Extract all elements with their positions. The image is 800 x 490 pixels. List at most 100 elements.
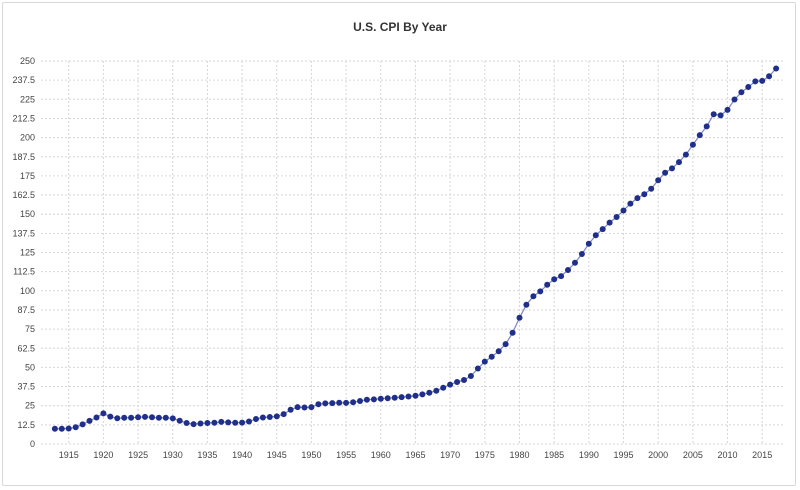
data-point[interactable] [294, 404, 301, 411]
data-point[interactable] [239, 419, 246, 426]
data-point[interactable] [752, 78, 759, 85]
data-point[interactable] [731, 96, 738, 103]
data-point[interactable] [107, 413, 114, 420]
data-point[interactable] [405, 393, 412, 400]
data-point[interactable] [537, 288, 544, 295]
data-point[interactable] [620, 207, 627, 214]
data-point[interactable] [315, 401, 322, 408]
data-point[interactable] [350, 399, 357, 406]
data-point[interactable] [246, 418, 252, 425]
data-point[interactable] [149, 414, 155, 421]
data-point[interactable] [253, 416, 259, 422]
data-point[interactable] [343, 399, 350, 406]
data-point[interactable] [558, 273, 565, 280]
data-point[interactable] [329, 400, 336, 407]
data-point[interactable] [370, 396, 377, 403]
data-point[interactable] [613, 214, 620, 220]
data-point[interactable] [481, 358, 488, 365]
data-point[interactable] [474, 365, 481, 372]
data-point[interactable] [162, 414, 169, 421]
data-point[interactable] [655, 177, 662, 184]
data-point[interactable] [301, 404, 308, 411]
data-point[interactable] [682, 151, 689, 158]
data-point[interactable] [634, 195, 641, 202]
data-point[interactable] [51, 425, 58, 432]
data-point[interactable] [627, 200, 634, 207]
data-point[interactable] [142, 413, 148, 420]
data-point[interactable] [717, 112, 724, 119]
data-point[interactable] [86, 417, 93, 424]
data-point[interactable] [322, 400, 329, 407]
data-point[interactable] [599, 226, 606, 233]
data-point[interactable] [578, 251, 585, 257]
data-point[interactable] [79, 421, 86, 428]
data-point[interactable] [65, 425, 72, 432]
data-point[interactable] [745, 84, 752, 90]
data-point[interactable] [426, 389, 433, 396]
data-point[interactable] [225, 419, 232, 426]
data-point[interactable] [502, 341, 509, 348]
data-point[interactable] [689, 141, 696, 148]
data-point[interactable] [419, 391, 426, 398]
data-point[interactable] [357, 398, 363, 404]
data-point[interactable] [363, 396, 370, 403]
data-point[interactable] [190, 421, 197, 428]
data-point[interactable] [641, 191, 648, 198]
data-point[interactable] [530, 293, 537, 300]
data-point[interactable] [377, 395, 384, 402]
data-point[interactable] [676, 159, 682, 166]
data-point[interactable] [495, 348, 502, 355]
data-point[interactable] [280, 411, 287, 418]
data-point[interactable] [218, 418, 225, 425]
data-point[interactable] [121, 414, 128, 421]
data-point[interactable] [72, 424, 79, 431]
data-point[interactable] [648, 185, 655, 192]
data-point[interactable] [197, 420, 204, 427]
data-point[interactable] [592, 232, 599, 239]
data-point[interactable] [710, 111, 717, 118]
data-point[interactable] [703, 123, 710, 130]
data-point[interactable] [384, 395, 391, 402]
data-point[interactable] [724, 106, 731, 113]
data-point[interactable] [336, 399, 343, 406]
data-point[interactable] [259, 414, 266, 421]
data-point[interactable] [93, 414, 100, 421]
data-point[interactable] [183, 420, 190, 426]
data-point[interactable] [766, 73, 773, 80]
data-point[interactable] [155, 414, 162, 421]
data-point[interactable] [523, 301, 530, 308]
data-point[interactable] [211, 419, 218, 426]
data-point[interactable] [509, 329, 516, 336]
data-point[interactable] [565, 267, 571, 273]
data-point[interactable] [516, 314, 523, 321]
data-point[interactable] [232, 419, 239, 426]
data-point[interactable] [488, 353, 495, 360]
data-point[interactable] [572, 259, 578, 266]
data-point[interactable] [169, 415, 176, 422]
data-point[interactable] [100, 410, 107, 417]
data-point[interactable] [135, 414, 142, 421]
data-point[interactable] [176, 417, 183, 424]
data-point[interactable] [662, 169, 669, 176]
data-point[interactable] [551, 276, 558, 283]
data-point[interactable] [669, 165, 675, 172]
data-point[interactable] [391, 394, 398, 401]
data-point[interactable] [204, 420, 211, 426]
data-point[interactable] [440, 384, 447, 391]
data-point[interactable] [433, 387, 440, 394]
data-point[interactable] [544, 281, 551, 288]
data-point[interactable] [266, 414, 273, 420]
data-point[interactable] [773, 65, 780, 72]
data-point[interactable] [308, 404, 315, 411]
data-point[interactable] [114, 415, 121, 422]
data-point[interactable] [738, 89, 745, 96]
data-point[interactable] [696, 132, 703, 139]
data-point[interactable] [585, 240, 592, 247]
data-point[interactable] [461, 377, 467, 383]
data-point[interactable] [467, 373, 474, 379]
data-point[interactable] [454, 379, 461, 385]
data-point[interactable] [273, 413, 280, 420]
data-point[interactable] [759, 77, 766, 84]
data-point[interactable] [58, 425, 65, 432]
data-point[interactable] [606, 219, 613, 226]
